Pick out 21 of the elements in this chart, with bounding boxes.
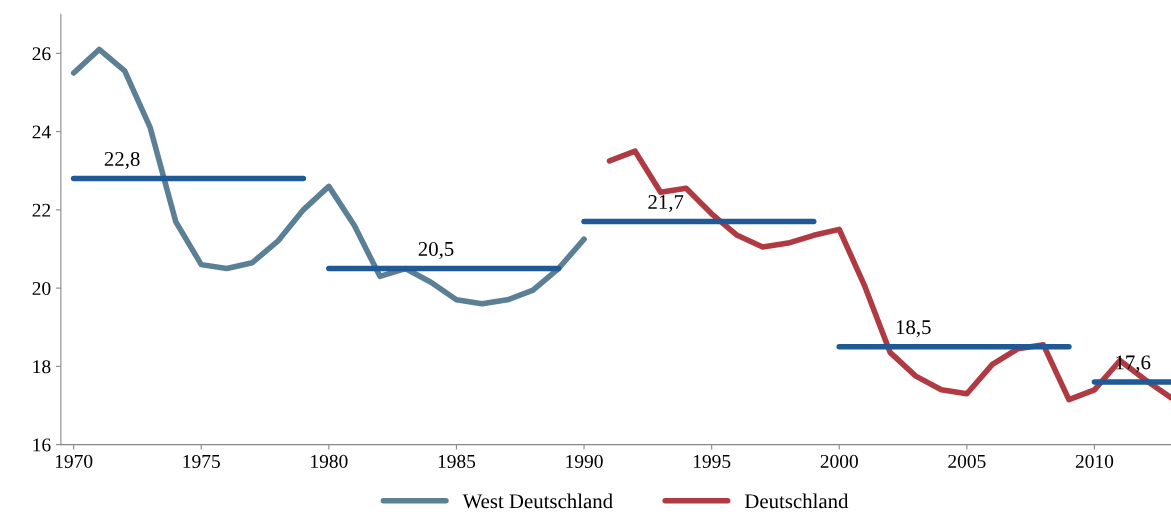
y-tick-label: 24: [32, 125, 51, 139]
x-tick-label: 1995: [693, 454, 731, 468]
annotation: 22,8: [104, 151, 140, 169]
x-tick-label: 1990: [566, 454, 603, 468]
annotation: 21,7: [648, 195, 684, 213]
y-tick-label: 18: [33, 360, 51, 374]
y-tick-label: 16: [33, 438, 51, 452]
annotation: 20,5: [418, 241, 454, 259]
y-tick-label: 20: [32, 281, 51, 296]
y-tick-label: 26: [32, 47, 51, 61]
y-tick-label: 22: [32, 203, 51, 217]
x-tick-label: 1980: [311, 454, 348, 468]
legend-label: West Deutschland: [462, 493, 613, 509]
x-tick-label: 2005: [948, 454, 986, 468]
x-tick-label: 1970: [55, 454, 93, 468]
x-tick-label: 2010: [1075, 454, 1114, 468]
x-tick-label: 2000: [820, 454, 858, 468]
x-tick-label: 1975: [183, 454, 220, 468]
x-tick-label: 1985: [438, 454, 476, 468]
legend-label: Deutschland: [744, 493, 849, 509]
annotation: 18,5: [896, 320, 931, 338]
